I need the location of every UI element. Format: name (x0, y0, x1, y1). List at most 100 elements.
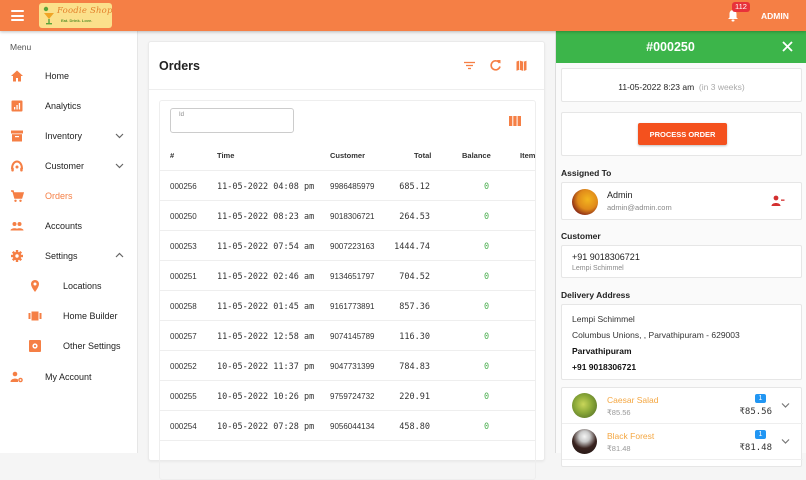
cart-icon (11, 190, 24, 202)
sidebar-item-inventory[interactable]: Inventory (0, 121, 137, 151)
view-columns-icon[interactable] (509, 116, 521, 126)
sidebar-item-label: Home (45, 71, 70, 81)
drink-glass-icon (43, 6, 54, 25)
sidebar-item-locations[interactable]: Locations (0, 271, 137, 301)
unassign-user-icon[interactable] (771, 195, 785, 207)
settings-box-icon (29, 340, 41, 352)
id-search-input[interactable]: Id (170, 108, 294, 133)
refresh-icon[interactable] (489, 59, 502, 72)
sidebar-item-label: Customer (45, 161, 85, 171)
column-header-time[interactable]: Time (217, 151, 235, 160)
sidebar-item-label: Locations (63, 281, 102, 291)
id-field-label: Id (179, 112, 185, 118)
order-total: 784.83 (399, 362, 430, 372)
order-total: 458.80 (399, 422, 430, 432)
sidebar-item-label: Orders (45, 191, 73, 201)
table-row-partial[interactable] (160, 440, 535, 470)
order-customer: 9056044134 (330, 422, 375, 431)
order-time: 10-05-2022 10:26 pm (217, 392, 315, 402)
order-balance: 0 (484, 362, 490, 372)
table-row[interactable]: 000250 11-05-2022 08:23 am 9018306721 26… (160, 200, 535, 230)
order-time: 11-05-2022 02:46 am (217, 272, 315, 282)
sidebar-item-settings[interactable]: Settings (0, 241, 137, 271)
item-name: Caesar Salad (607, 395, 659, 405)
datetime-text: 11-05-2022 8:23 am (618, 82, 695, 92)
sidebar-item-label: Other Settings (63, 341, 121, 351)
order-total: 857.36 (399, 302, 430, 312)
order-id: 000257 (170, 332, 197, 341)
customer-phone: +91 9018306721 (572, 252, 640, 262)
table-row[interactable]: 000256 11-05-2022 04:08 pm 9986485979 68… (160, 170, 535, 200)
customer-card[interactable]: +91 9018306721 Lempi Schimmel (561, 245, 802, 278)
order-item[interactable]: Black Forest ₹81.48 1 ₹81.48 (562, 424, 803, 460)
column-header-balance[interactable]: Balance (462, 151, 491, 160)
orders-card: Orders Id # Time Customer Total Balance … (148, 41, 545, 480)
address-line: Columbus Unions, , Parvathipuram - 62900… (572, 330, 740, 340)
menu-toggle-button[interactable] (11, 10, 24, 21)
delivery-address-card: Lempi Schimmel Columbus Unions, , Parvat… (561, 304, 802, 380)
order-customer: 9074145789 (330, 332, 375, 341)
order-total: 1444.74 (394, 242, 430, 252)
assignee-card: Admin admin@admin.com (561, 182, 802, 220)
order-id: 000255 (170, 392, 197, 401)
order-datetime: 11-05-2022 8:23 am (in 3 weeks) (562, 82, 801, 92)
order-customer: 9007223163 (330, 242, 375, 251)
orders-table: Id # Time Customer Total Balance Item 00… (159, 100, 536, 480)
sidebar-item-analytics[interactable]: Analytics (0, 91, 137, 121)
item-unit-price: ₹85.56 (607, 408, 631, 417)
sidebar-item-label: Home Builder (63, 311, 118, 321)
map-icon[interactable] (515, 59, 528, 72)
table-row[interactable]: 000251 11-05-2022 02:46 am 9134651797 70… (160, 260, 535, 290)
table-row[interactable]: 000253 11-05-2022 07:54 am 9007223163 14… (160, 230, 535, 260)
column-header-item[interactable]: Item (520, 151, 536, 160)
sidebar-item-customer[interactable]: Customer (0, 151, 137, 181)
notification-bell-icon[interactable] (727, 9, 739, 22)
sidebar-item-label: Accounts (45, 221, 83, 231)
close-icon[interactable] (781, 40, 794, 53)
sidebar-item-orders[interactable]: Orders (0, 181, 137, 211)
table-row[interactable]: 000254 10-05-2022 07:28 pm 9056044134 45… (160, 410, 535, 440)
chevron-down-icon (115, 133, 124, 139)
order-item[interactable]: Caesar Salad ₹85.56 1 ₹85.56 (562, 388, 803, 424)
sidebar-item-other-settings[interactable]: Other Settings (0, 331, 137, 361)
sidebar-item-home[interactable]: Home (0, 61, 137, 91)
menu-heading: Menu (10, 42, 32, 52)
analytics-icon (11, 100, 23, 112)
user-menu-button[interactable]: ADMIN (761, 11, 789, 21)
location-pin-icon (31, 280, 39, 292)
chevron-down-icon[interactable] (781, 438, 790, 445)
caesar-salad-thumbnail (572, 393, 597, 418)
order-id: 000252 (170, 362, 197, 371)
order-total: 685.12 (399, 182, 430, 192)
top-app-bar: Foodie Shopie Eat. Drink. Love. 112 ADMI… (0, 0, 806, 31)
chevron-down-icon[interactable] (781, 402, 790, 409)
table-row[interactable]: 000255 10-05-2022 10:26 pm 9759724732 22… (160, 380, 535, 410)
table-row[interactable]: 000258 11-05-2022 01:45 am 9161773891 85… (160, 290, 535, 320)
order-customer: 9018306721 (330, 212, 375, 221)
order-id: 000258 (170, 302, 197, 311)
sidebar-item-my-account[interactable]: My Account (0, 362, 137, 392)
delivery-address-label: Delivery Address (561, 290, 631, 300)
inventory-icon (11, 130, 23, 142)
column-header-total[interactable]: Total (414, 151, 432, 160)
column-header-id[interactable]: # (170, 151, 175, 160)
home-icon (11, 70, 23, 82)
order-id: 000253 (170, 242, 197, 251)
black-forest-thumbnail (572, 429, 597, 454)
table-row[interactable]: 000257 11-05-2022 12:58 am 9074145789 11… (160, 320, 535, 350)
sidebar-item-home-builder[interactable]: Home Builder (0, 301, 137, 331)
order-total: 704.52 (399, 272, 430, 282)
column-header-customer[interactable]: Customer (330, 151, 366, 160)
sidebar-item-accounts[interactable]: Accounts (0, 211, 137, 241)
address-name: Lempi Schimmel (572, 314, 635, 324)
order-balance: 0 (484, 332, 490, 342)
brand-logo[interactable]: Foodie Shopie Eat. Drink. Love. (39, 3, 112, 28)
process-order-button[interactable]: PROCESS ORDER (638, 123, 727, 145)
order-customer: 9134651797 (330, 272, 375, 281)
relative-time: (in 3 weeks) (698, 82, 745, 92)
filter-icon[interactable] (463, 59, 476, 72)
table-row[interactable]: 000252 10-05-2022 11:37 pm 9047731399 78… (160, 350, 535, 380)
order-detail-panel: #000250 11-05-2022 8:23 am (in 3 weeks) … (555, 31, 806, 467)
customer-icon (11, 160, 23, 172)
order-time: 11-05-2022 12:58 am (217, 332, 315, 342)
